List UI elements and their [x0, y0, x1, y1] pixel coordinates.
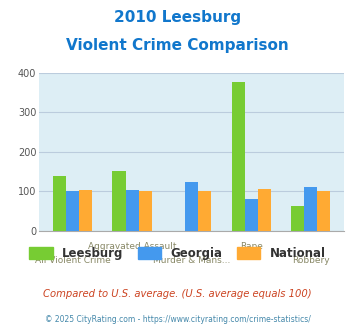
Text: Violent Crime Comparison: Violent Crime Comparison [66, 38, 289, 53]
Bar [139, 191, 152, 231]
Text: Rape: Rape [240, 242, 263, 251]
Text: Compared to U.S. average. (U.S. average equals 100): Compared to U.S. average. (U.S. average … [43, 289, 312, 299]
Text: Murder & Mans...: Murder & Mans... [153, 256, 230, 265]
Bar [79, 190, 92, 231]
Bar [198, 191, 211, 231]
Bar [126, 190, 139, 231]
Bar [258, 189, 271, 231]
Text: © 2025 CityRating.com - https://www.cityrating.com/crime-statistics/: © 2025 CityRating.com - https://www.city… [45, 315, 310, 324]
Bar [291, 207, 304, 231]
Bar [231, 82, 245, 231]
Bar [245, 199, 258, 231]
Text: 2010 Leesburg: 2010 Leesburg [114, 10, 241, 25]
Bar [113, 171, 126, 231]
Bar [66, 191, 79, 231]
Text: Aggravated Assault: Aggravated Assault [88, 242, 176, 251]
Legend: Leesburg, Georgia, National: Leesburg, Georgia, National [29, 247, 326, 260]
Bar [185, 182, 198, 231]
Text: All Violent Crime: All Violent Crime [35, 256, 110, 265]
Text: Robbery: Robbery [292, 256, 330, 265]
Bar [53, 176, 66, 231]
Bar [317, 191, 331, 231]
Bar [304, 187, 317, 231]
